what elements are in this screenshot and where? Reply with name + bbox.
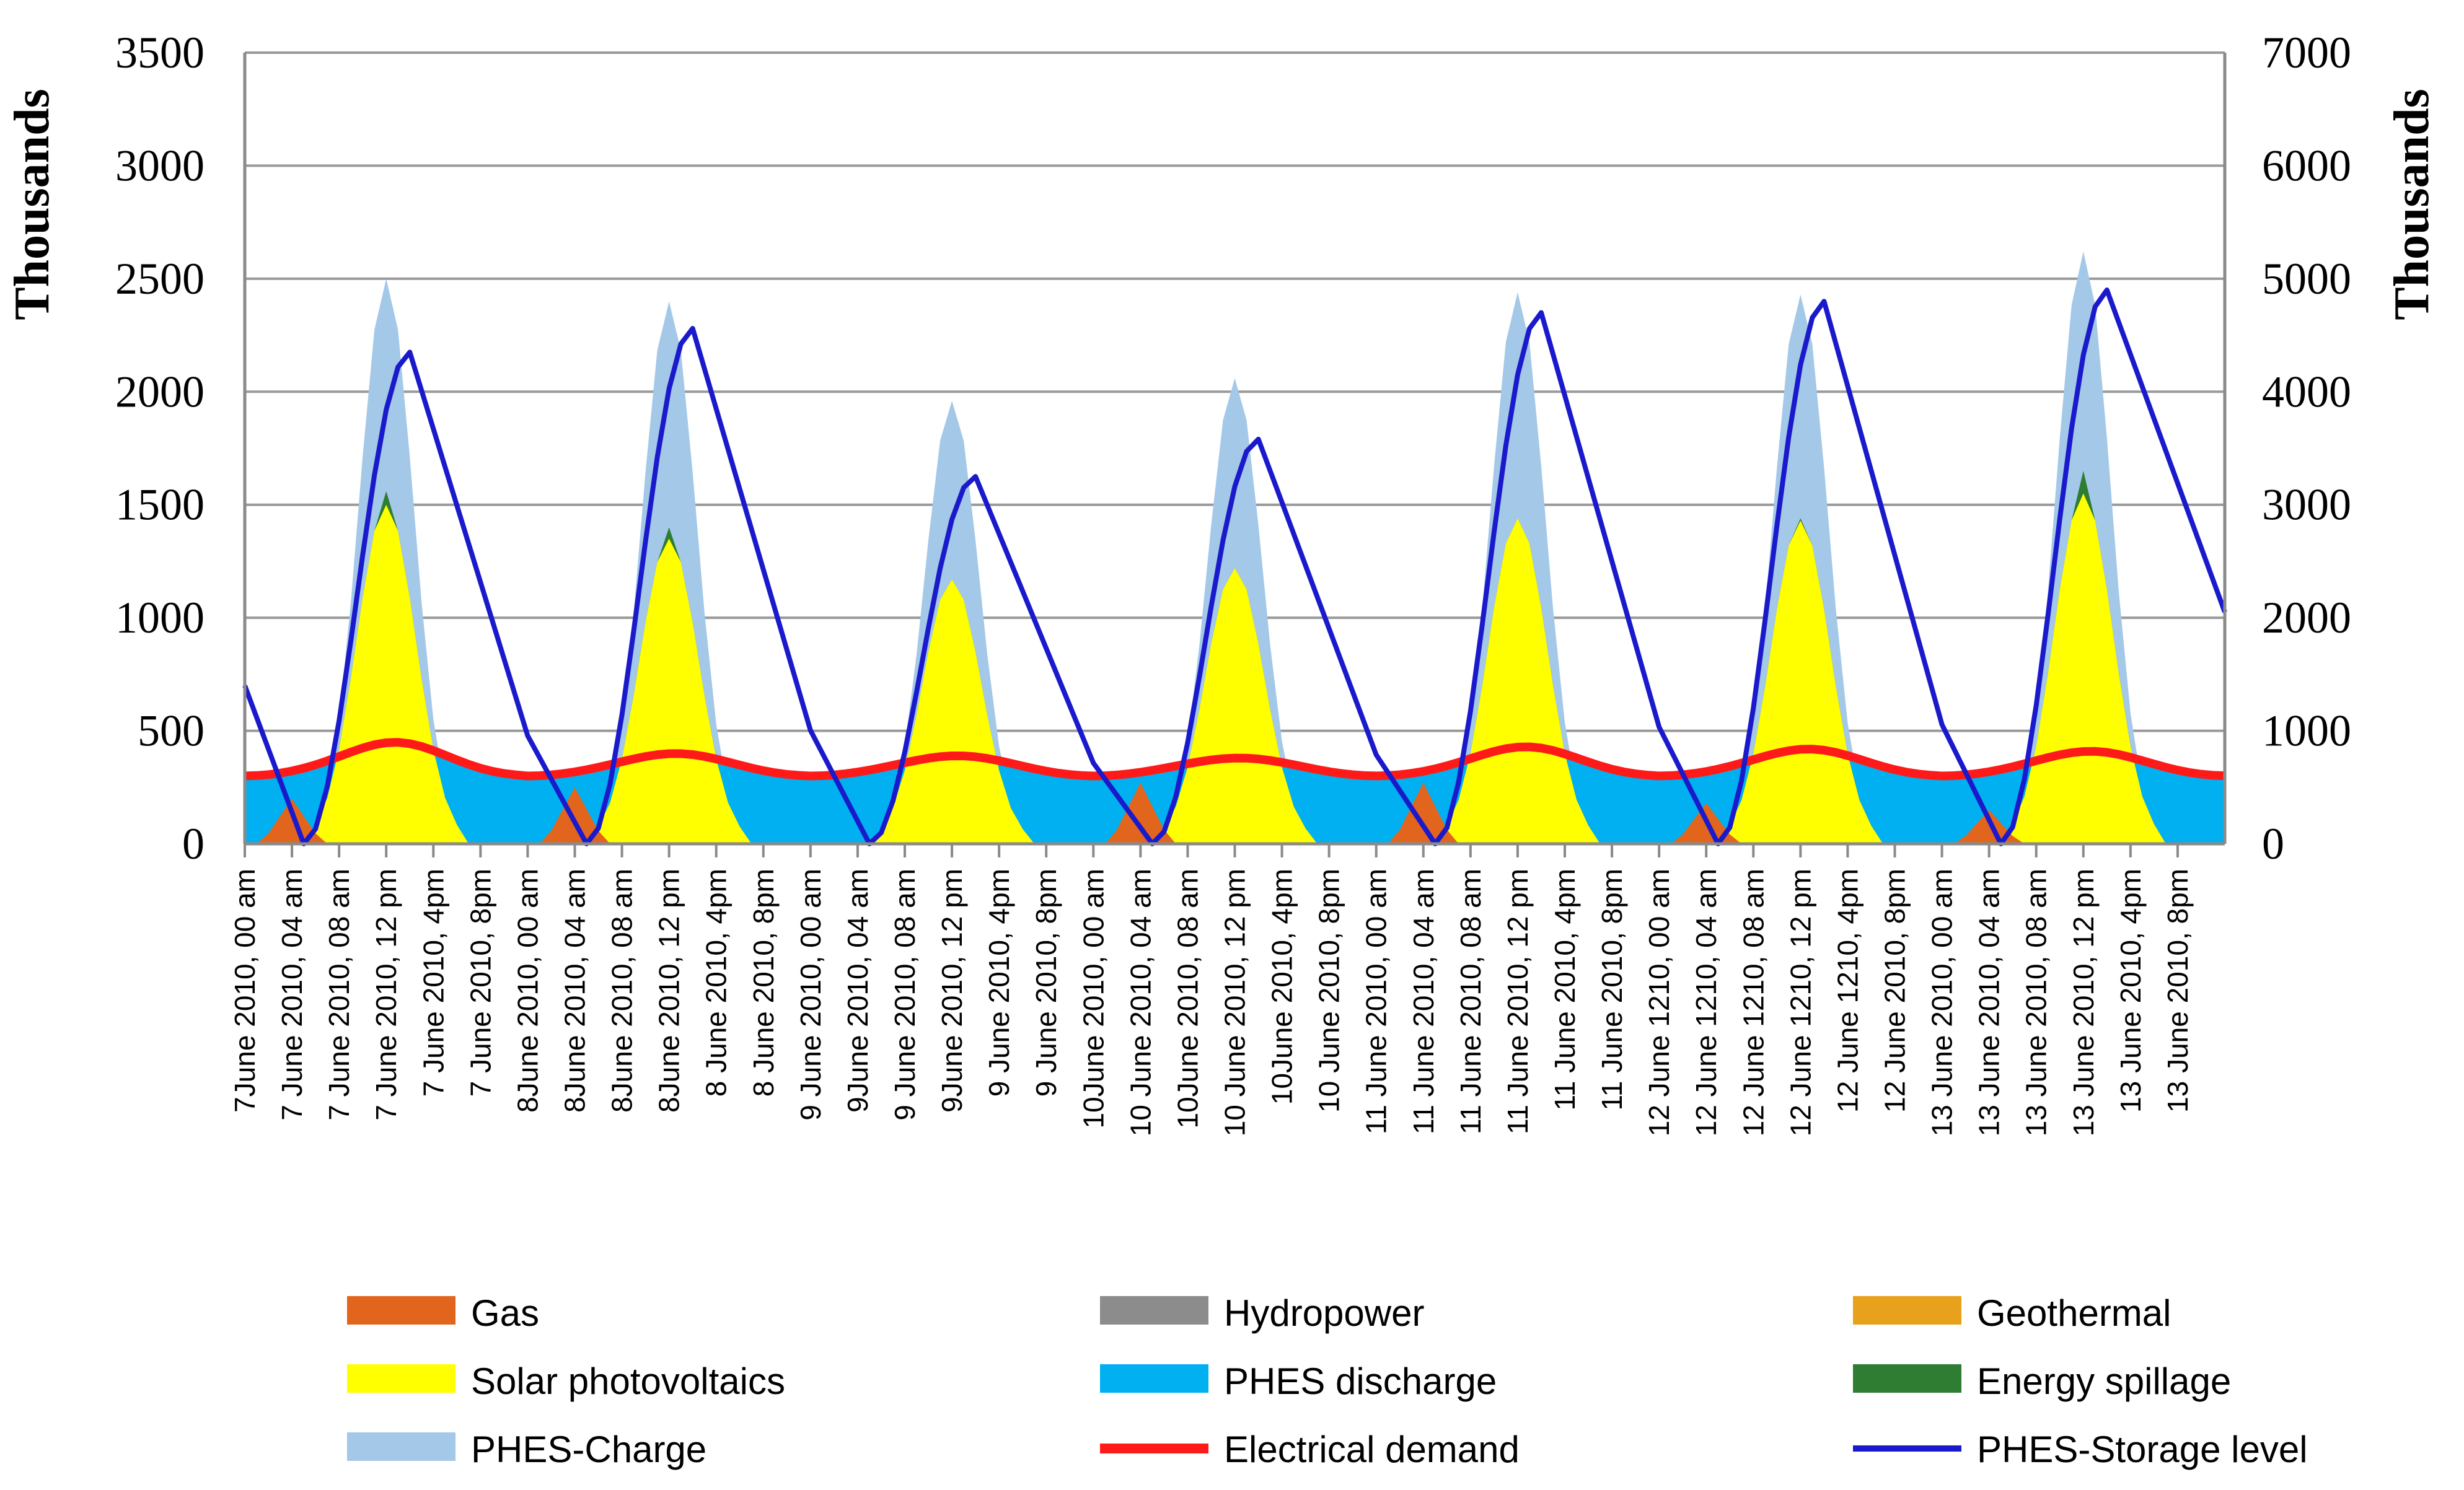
x-tick-label: 10June 2010, 00 am — [1077, 869, 1109, 1128]
legend-swatch — [1853, 1364, 1961, 1393]
x-tick-label: 11 June 2010, 04 am — [1407, 869, 1440, 1134]
y-left-tick-label: 0 — [182, 819, 205, 869]
legend-item: Hydropower — [1100, 1292, 1424, 1334]
y-left-tick-label: 2500 — [115, 254, 205, 304]
line-series — [242, 287, 2227, 846]
x-tick-label: 8June 2010, 00 am — [511, 869, 543, 1113]
legend-label: Hydropower — [1224, 1292, 1424, 1334]
x-tick-label: 13 June 2010, 8pm — [2162, 869, 2194, 1113]
x-tick-label: 8June 2010, 12 pm — [653, 869, 685, 1113]
x-tick-label: 7 June 2010, 12 pm — [370, 869, 402, 1121]
legend-swatch — [1100, 1296, 1208, 1325]
x-tick-label: 9 June 2010, 00 am — [794, 869, 827, 1121]
x-tick-label: 13 June 2010, 00 am — [1926, 869, 1958, 1136]
y-left-tick-label: 2000 — [115, 367, 205, 416]
legend-item: PHES-Charge — [347, 1429, 706, 1470]
x-tick-label: 8 June 2010, 4pm — [700, 869, 733, 1097]
x-tick-label: 13 June 2010, 04 am — [1973, 869, 2005, 1136]
legend-swatch — [1853, 1296, 1961, 1325]
y-left-tick-label: 500 — [138, 706, 205, 756]
phes-charge-area — [245, 252, 2225, 844]
x-tick-label: 10June 2010, 08 am — [1171, 869, 1203, 1128]
x-tick-label: 12 June 1210, 04 am — [1690, 869, 1722, 1136]
x-tick-label: 12 June 1210, 00 am — [1643, 869, 1675, 1136]
x-tick-label: 10June 2010, 4pm — [1266, 869, 1298, 1105]
x-tick-label: 12 June 1210, 12 pm — [1784, 869, 1816, 1136]
legend-label: PHES-Storage level — [1977, 1429, 2308, 1470]
x-tick-label: 11 June 2010, 00 am — [1360, 869, 1393, 1134]
x-tick-label: 11 June 2010, 12 pm — [1502, 869, 1534, 1134]
y-right-axis-title: Thousands — [2385, 89, 2439, 320]
y-right-tick-label: 7000 — [2262, 28, 2351, 77]
x-tick-label: 12 June 2010, 8pm — [1879, 869, 1911, 1113]
y-right-tick-label: 1000 — [2262, 706, 2351, 756]
x-tick-label: 13 June 2010, 08 am — [2020, 869, 2053, 1136]
legend-label: Gas — [471, 1292, 539, 1334]
x-tick-label: 9June 2010, 04 am — [842, 869, 874, 1113]
x-tick-label: 9June 2010, 12 pm — [936, 869, 968, 1113]
y-right-tick-label: 4000 — [2262, 367, 2351, 416]
legend-label: PHES discharge — [1224, 1361, 1497, 1402]
y-right-tick-label: 2000 — [2262, 593, 2351, 642]
y-left-axis-title: Thousands — [5, 89, 59, 320]
x-tick-label: 9 June 2010, 08 am — [889, 869, 921, 1121]
legend-label: Solar photovoltaics — [471, 1361, 785, 1402]
legend-item: Geothermal — [1853, 1292, 2171, 1334]
x-tick-label: 13 June 2010, 12 pm — [2067, 869, 2100, 1136]
axes: 0 500 1000 1500 2000 2500 3000 3500 0 1000 2000 300… — [115, 28, 2351, 869]
y-right-tick-label: 0 — [2262, 819, 2284, 869]
legend-label: Electrical demand — [1224, 1429, 1520, 1470]
x-tick-label: 11 June 2010, 08 am — [1454, 869, 1487, 1134]
x-tick-label: 10 June 2010, 12 pm — [1219, 869, 1251, 1136]
y-left-tick-label: 1500 — [115, 480, 205, 530]
x-tick-label: 9 June 2010, 4pm — [983, 869, 1015, 1097]
x-tick-label: 9 June 2010, 8pm — [1030, 869, 1062, 1097]
legend-swatch — [347, 1364, 455, 1393]
x-tick-label: 7 June 2010, 4pm — [417, 869, 449, 1097]
y-left-tick-label: 3000 — [115, 141, 205, 190]
x-tick-label: 10 June 2010, 04 am — [1124, 869, 1156, 1136]
y-right-tick-label: 6000 — [2262, 141, 2351, 190]
legend-label: PHES-Charge — [471, 1429, 706, 1470]
y-right-tick-label: 3000 — [2262, 480, 2351, 530]
x-tick-label: 7June 2010, 00 am — [229, 869, 261, 1113]
x-tick-label: 8 June 2010, 8pm — [747, 869, 780, 1097]
legend-item: PHES discharge — [1100, 1361, 1497, 1402]
x-tick-label: 10 June 2010, 8pm — [1313, 869, 1345, 1113]
phes-storage-line — [242, 287, 2227, 846]
legend-swatch — [347, 1432, 455, 1461]
legend-swatch — [1100, 1364, 1208, 1393]
y-right-tick-label: 5000 — [2262, 254, 2351, 304]
legend-item: PHES-Storage level — [1853, 1429, 2308, 1470]
x-tick-label: 8June 2010, 04 am — [559, 869, 591, 1113]
x-tick-label: 13 June 2010, 4pm — [2114, 869, 2147, 1113]
x-tick-label: 7 June 2010, 04 am — [276, 869, 308, 1121]
y-left-tick-label: 1000 — [115, 593, 205, 642]
x-tick-labels: 7June 2010, 00 am 7 June 2010, 04 am 7 Jun… — [229, 869, 2194, 1136]
x-tick-label: 8June 2010, 08 am — [606, 869, 638, 1113]
x-tick-label: 11 June 2010, 8pm — [1596, 869, 1628, 1110]
solar-area — [245, 493, 2225, 844]
legend-item: Electrical demand — [1100, 1429, 1520, 1470]
legend: Gas Hydropower Geothermal Solar photovoltai… — [347, 1292, 2308, 1470]
electrical-demand-line — [244, 738, 2225, 781]
x-tick-label: 11 June 2010, 4pm — [1549, 869, 1581, 1110]
x-tick-label: 12 June 1210, 08 am — [1737, 869, 1769, 1136]
legend-label: Energy spillage — [1977, 1361, 2231, 1402]
y-left-tick-label: 3500 — [115, 28, 205, 77]
legend-item: Energy spillage — [1853, 1361, 2231, 1402]
legend-item: Gas — [347, 1292, 539, 1334]
legend-label: Geothermal — [1977, 1292, 2171, 1334]
x-tick-label: 7 June 2010, 08 am — [323, 869, 355, 1121]
legend-swatch — [347, 1296, 455, 1325]
legend-item: Solar photovoltaics — [347, 1361, 785, 1402]
x-tick-label: 7 June 2010, 8pm — [464, 869, 496, 1097]
x-tick-label: 12 June 1210, 4pm — [1831, 869, 1863, 1113]
